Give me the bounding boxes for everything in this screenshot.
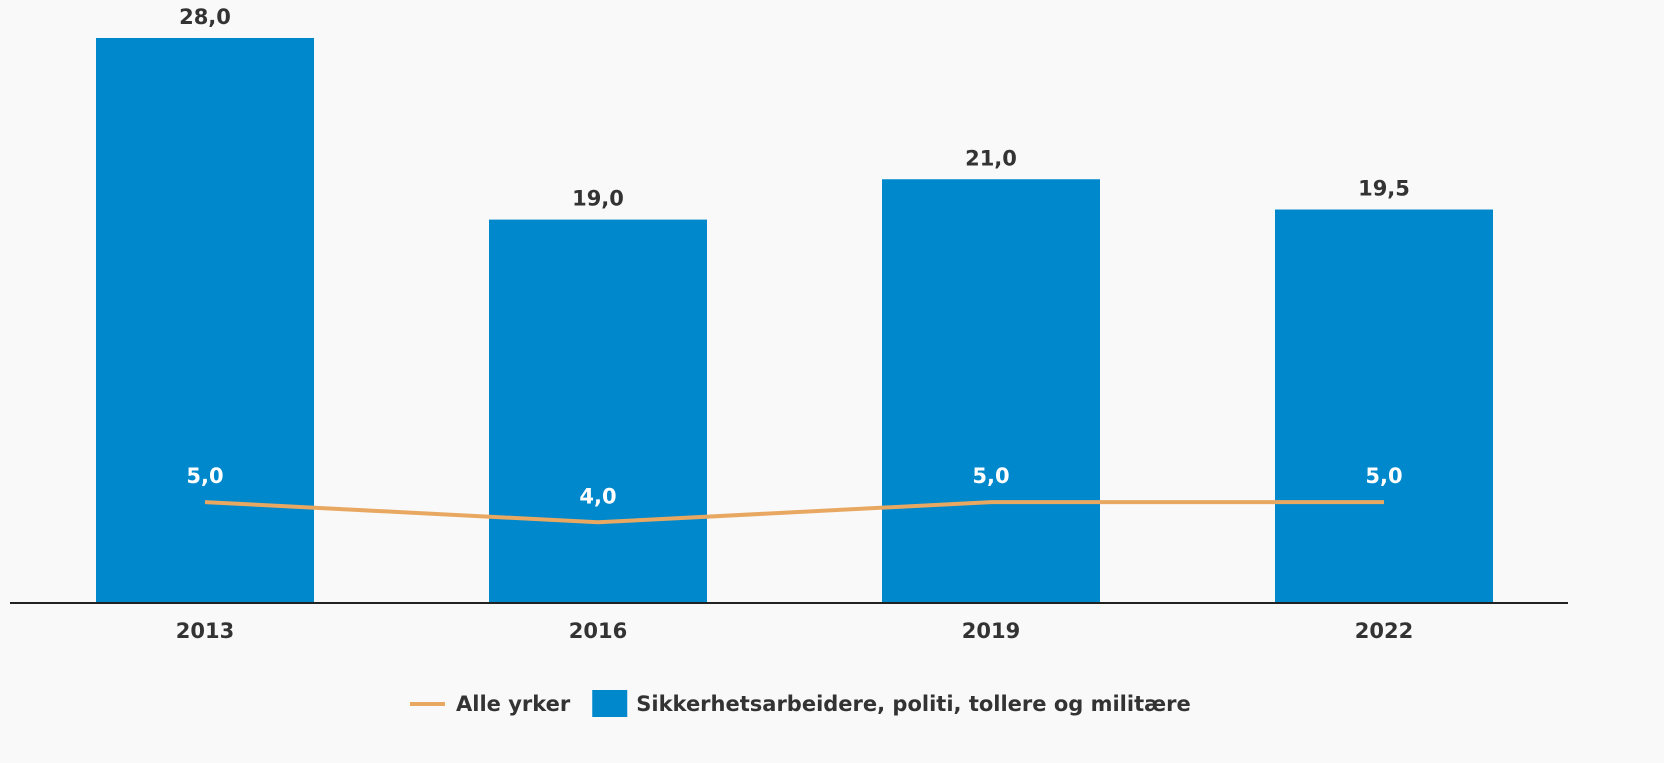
bar-value-label: 21,0 xyxy=(965,146,1017,170)
x-tick-label: 2013 xyxy=(176,619,234,643)
bar xyxy=(1275,209,1493,603)
line-value-label: 5,0 xyxy=(972,464,1009,488)
line-value-label: 4,0 xyxy=(579,484,616,508)
line-value-label: 5,0 xyxy=(1365,464,1402,488)
legend-swatch xyxy=(592,690,628,717)
line-value-label: 5,0 xyxy=(186,464,223,488)
bar xyxy=(96,38,314,603)
legend-label: Sikkerhetsarbeidere, politi, tollere og … xyxy=(636,692,1190,716)
bar-value-label: 19,5 xyxy=(1358,177,1410,201)
line xyxy=(204,500,1384,525)
bar xyxy=(882,179,1100,603)
x-tick-label: 2022 xyxy=(1355,619,1413,643)
bar xyxy=(489,219,707,603)
bar-value-label: 28,0 xyxy=(179,5,231,29)
x-tick-label: 2016 xyxy=(569,619,627,643)
bar-value-label: 19,0 xyxy=(572,187,624,211)
x-tick-label: 2019 xyxy=(962,619,1020,643)
legend-label: Alle yrker xyxy=(456,692,571,716)
